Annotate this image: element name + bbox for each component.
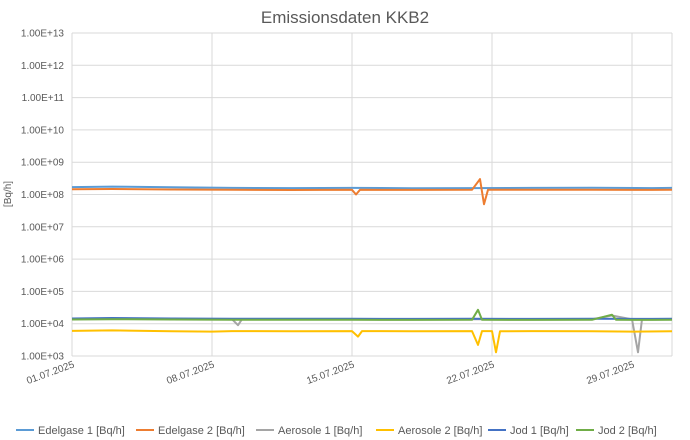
- legend-label: Aerosole 2 [Bq/h]: [398, 425, 482, 437]
- legend-label: Jod 1 [Bq/h]: [510, 425, 569, 437]
- x-tick-label: 22.07.2025: [445, 359, 496, 387]
- series-line: [71, 317, 673, 320]
- y-tick-label: 1.00E+09: [21, 158, 65, 169]
- series-line: [71, 314, 673, 354]
- x-tick-label: 29.07.2025: [585, 359, 636, 387]
- y-tick-label: 1.00E+12: [21, 61, 65, 72]
- x-tick-labels: 01.07.2025 08.07.2025 15.07.2025 22.07.2025…: [25, 359, 636, 387]
- x-tick-label: 01.07.2025: [25, 359, 76, 387]
- legend-label: Jod 2 [Bq/h]: [598, 425, 657, 437]
- y-tick-label: 1.00E+13: [21, 29, 65, 40]
- legend-label: Edelgase 1 [Bq/h]: [38, 425, 125, 437]
- y-tick-label: 1.00E+08: [21, 190, 65, 201]
- y-tick-label: 1.00E+07: [21, 222, 65, 233]
- y-tick-label: 1.00E+03: [21, 352, 65, 363]
- y-tick-label: 1.00E+04: [21, 319, 65, 330]
- y-tick-label: 1.00E+11: [22, 93, 65, 104]
- chart-title: Emissionsdaten KKB2: [261, 8, 429, 27]
- y-tick-label: 1.00E+10: [21, 125, 65, 136]
- y-axis-label: [Bq/h]: [3, 181, 14, 207]
- gridlines: [71, 32, 673, 357]
- series-line: [71, 329, 673, 354]
- y-tick-label: 1.00E+05: [21, 287, 65, 298]
- series-line: [71, 185, 673, 190]
- series-line: [71, 178, 673, 206]
- series-line: [71, 308, 673, 321]
- legend: Edelgase 1 [Bq/h] Edelgase 2 [Bq/h] Aeroso…: [16, 425, 657, 437]
- legend-label: Edelgase 2 [Bq/h]: [158, 425, 245, 437]
- y-tick-labels: 1.00E+03 1.00E+04 1.00E+05 1.00E+06 1.00E+07…: [21, 29, 65, 363]
- y-tick-label: 1.00E+06: [21, 255, 65, 266]
- x-tick-label: 15.07.2025: [305, 359, 356, 387]
- legend-label: Aerosole 1 [Bq/h]: [278, 425, 362, 437]
- series-lines: [71, 178, 673, 354]
- x-tick-label: 08.07.2025: [165, 359, 216, 387]
